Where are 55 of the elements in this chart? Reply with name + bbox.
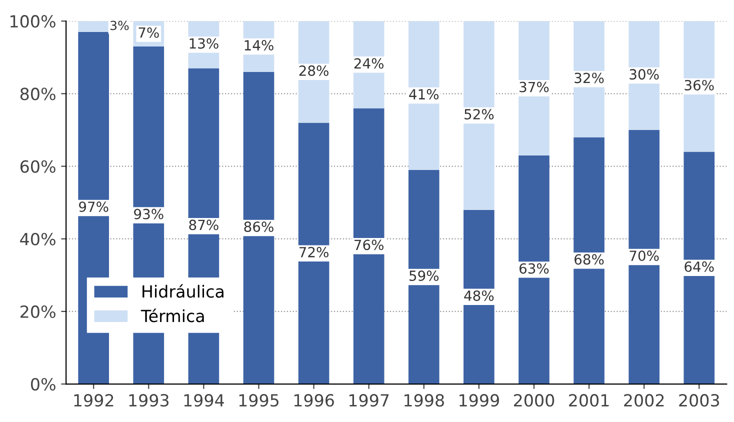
data-label: 14%	[244, 40, 274, 51]
data-label: 86%	[244, 221, 274, 232]
data-label: 76%	[354, 240, 384, 250]
data-label: 63%	[520, 263, 549, 274]
y-tick-label: 40%	[20, 232, 56, 246]
legend-label: Térmica	[140, 308, 204, 322]
data-label: 41%	[409, 89, 439, 100]
data-label: 68%	[574, 254, 604, 265]
x-tick-label: 2001	[569, 394, 609, 407]
y-tick-label: 0%	[30, 378, 56, 391]
data-label: 3%	[110, 20, 129, 30]
x-tick-label: 1995	[239, 394, 278, 407]
bar	[518, 155, 550, 384]
bar	[464, 21, 494, 210]
data-label: 87%	[189, 220, 218, 230]
y-tick-label: 80%	[20, 88, 56, 100]
data-label: 52%	[464, 108, 494, 120]
bar	[574, 137, 604, 384]
bar	[298, 122, 330, 384]
data-label: 59%	[410, 270, 439, 281]
bar	[628, 130, 660, 384]
data-label: 7%	[138, 27, 159, 38]
x-tick-label: 2000	[514, 394, 554, 407]
legend-label: Hidráulica	[142, 284, 224, 298]
data-label: 48%	[464, 290, 494, 301]
y-tick-label: 100%	[10, 15, 56, 28]
bar	[353, 108, 384, 384]
data-label: 36%	[684, 80, 714, 90]
bar	[408, 170, 440, 384]
x-tick-label: 1999	[460, 394, 499, 407]
data-label: 93%	[134, 208, 164, 220]
y-tick-label: 20%	[20, 305, 56, 318]
x-tick-label: 2002	[624, 394, 664, 407]
bar	[408, 21, 440, 170]
x-tick-label: 1997	[349, 394, 389, 407]
x-tick-label: 1992	[74, 394, 114, 407]
data-label: 24%	[354, 58, 384, 69]
data-label: 72%	[299, 246, 328, 258]
x-tick-label: 1996	[294, 394, 334, 407]
data-label: 30%	[630, 69, 659, 80]
bar	[464, 210, 494, 384]
data-label: 37%	[520, 82, 549, 92]
data-label: 64%	[684, 261, 714, 272]
data-label: 32%	[574, 72, 604, 84]
bar	[243, 72, 274, 384]
data-label: 97%	[79, 202, 108, 212]
x-tick-label: 1993	[129, 394, 169, 407]
bar	[684, 152, 715, 384]
x-tick-label: 2003	[679, 394, 720, 407]
y-tick-label: 60%	[20, 160, 56, 173]
x-tick-label: 1994	[184, 394, 224, 407]
data-label: 13%	[190, 38, 218, 49]
data-label: 70%	[630, 250, 659, 262]
x-tick-label: 1998	[404, 394, 444, 407]
data-label: 28%	[299, 65, 328, 76]
